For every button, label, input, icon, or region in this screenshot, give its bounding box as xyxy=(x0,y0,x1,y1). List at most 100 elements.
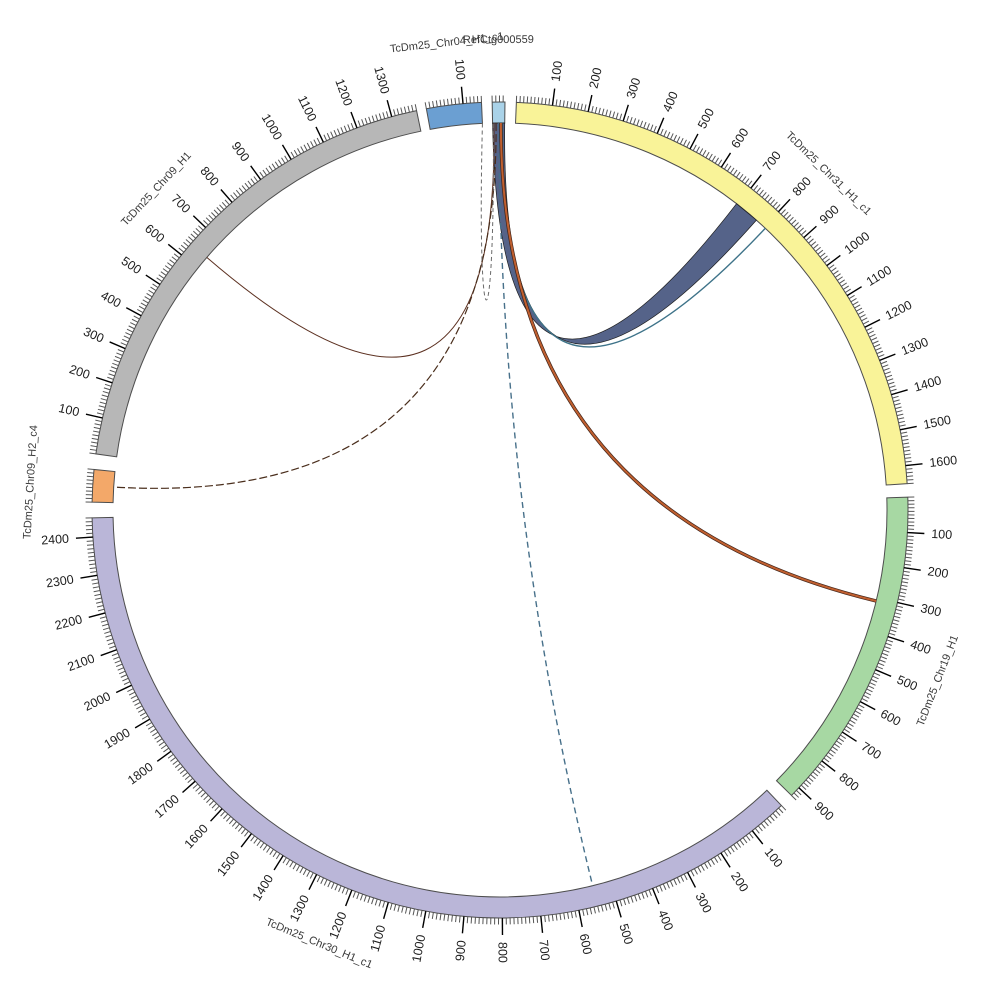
minor-tick xyxy=(822,255,828,261)
minor-tick xyxy=(103,627,110,631)
minor-tick xyxy=(766,818,772,824)
minor-tick xyxy=(275,853,281,860)
minor-tick xyxy=(91,437,99,440)
minor-tick xyxy=(796,790,802,796)
tick-label: 300 xyxy=(624,76,644,100)
minor-tick xyxy=(708,153,713,160)
minor-tick xyxy=(109,369,117,373)
minor-tick xyxy=(116,352,123,356)
minor-tick xyxy=(91,441,98,444)
minor-tick xyxy=(190,233,197,239)
minor-tick xyxy=(109,645,116,649)
minor-tick xyxy=(897,417,905,420)
minor-tick xyxy=(902,574,910,577)
minor-tick xyxy=(845,725,852,730)
minor-tick xyxy=(385,111,389,118)
major-tick xyxy=(587,94,593,112)
minor-tick xyxy=(555,99,558,106)
minor-tick xyxy=(854,304,861,309)
minor-tick xyxy=(639,120,644,128)
major-tick xyxy=(461,916,465,934)
minor-tick xyxy=(633,118,637,125)
minor-tick xyxy=(167,753,174,759)
minor-tick xyxy=(187,777,193,783)
minor-tick xyxy=(141,715,149,720)
minor-tick xyxy=(881,652,889,656)
minor-tick xyxy=(447,914,450,922)
minor-tick xyxy=(793,222,799,228)
minor-tick xyxy=(88,555,95,558)
minor-tick xyxy=(223,813,229,820)
minor-tick xyxy=(634,894,638,902)
minor-tick xyxy=(98,405,106,408)
minor-tick xyxy=(767,196,773,203)
minor-tick xyxy=(107,376,114,380)
minor-tick xyxy=(573,102,576,109)
tick-label: 100 xyxy=(549,60,566,83)
major-tick xyxy=(897,601,915,608)
minor-tick xyxy=(102,390,110,394)
minor-tick xyxy=(904,453,911,456)
minor-tick xyxy=(211,212,217,218)
minor-tick xyxy=(544,915,546,923)
minor-tick xyxy=(769,199,776,205)
minor-tick xyxy=(814,768,821,774)
minor-tick xyxy=(673,878,678,886)
minor-tick xyxy=(262,844,268,851)
minor-tick xyxy=(889,385,896,389)
minor-tick xyxy=(411,104,414,112)
segment-arc-chr30 xyxy=(91,516,783,919)
minor-tick xyxy=(700,864,705,871)
minor-tick xyxy=(89,452,96,455)
minor-tick xyxy=(905,549,913,552)
minor-tick xyxy=(904,457,912,459)
minor-tick xyxy=(891,622,899,626)
minor-tick xyxy=(224,199,230,206)
minor-tick xyxy=(577,102,580,110)
minor-tick xyxy=(594,106,598,114)
minor-tick xyxy=(780,805,787,811)
minor-tick xyxy=(173,253,180,259)
minor-tick xyxy=(296,865,301,872)
link-line-refctg-chr09h1 xyxy=(206,123,495,358)
minor-tick xyxy=(382,112,386,119)
minor-tick xyxy=(192,783,199,789)
minor-tick xyxy=(435,100,438,107)
minor-tick xyxy=(125,332,132,336)
tick-label: 1500 xyxy=(214,848,242,879)
tick-label: 2400 xyxy=(41,532,70,548)
minor-tick xyxy=(623,898,627,906)
minor-tick xyxy=(861,698,868,702)
minor-tick xyxy=(427,911,431,919)
minor-tick xyxy=(886,639,894,643)
minor-tick xyxy=(883,367,890,371)
minor-tick xyxy=(849,719,856,724)
minor-tick xyxy=(266,846,271,853)
major-tick xyxy=(903,567,921,571)
major-tick xyxy=(899,425,917,431)
minor-tick xyxy=(866,327,873,331)
minor-tick xyxy=(105,634,112,638)
minor-tick xyxy=(853,713,860,718)
major-tick xyxy=(240,833,253,848)
tick-label: 1300 xyxy=(371,65,392,96)
major-tick xyxy=(145,274,161,286)
minor-tick xyxy=(100,619,108,623)
segment-name-chr30: TcDm25_Chr30_H1_c1 xyxy=(264,916,374,971)
tick-label: 300 xyxy=(81,324,106,345)
minor-tick xyxy=(723,850,729,857)
major-tick xyxy=(100,649,117,657)
major-tick xyxy=(826,254,841,267)
tick-label: 700 xyxy=(859,739,884,762)
minor-tick xyxy=(134,701,141,706)
minor-tick xyxy=(717,854,722,861)
minor-tick xyxy=(451,915,453,922)
minor-tick xyxy=(91,578,98,581)
minor-tick xyxy=(230,194,236,201)
tick-label: 800 xyxy=(496,942,510,963)
tick-label: 700 xyxy=(536,939,552,961)
tick-label: 500 xyxy=(695,106,717,131)
minor-tick xyxy=(896,413,904,417)
minor-tick xyxy=(290,151,295,158)
minor-tick xyxy=(179,769,186,775)
